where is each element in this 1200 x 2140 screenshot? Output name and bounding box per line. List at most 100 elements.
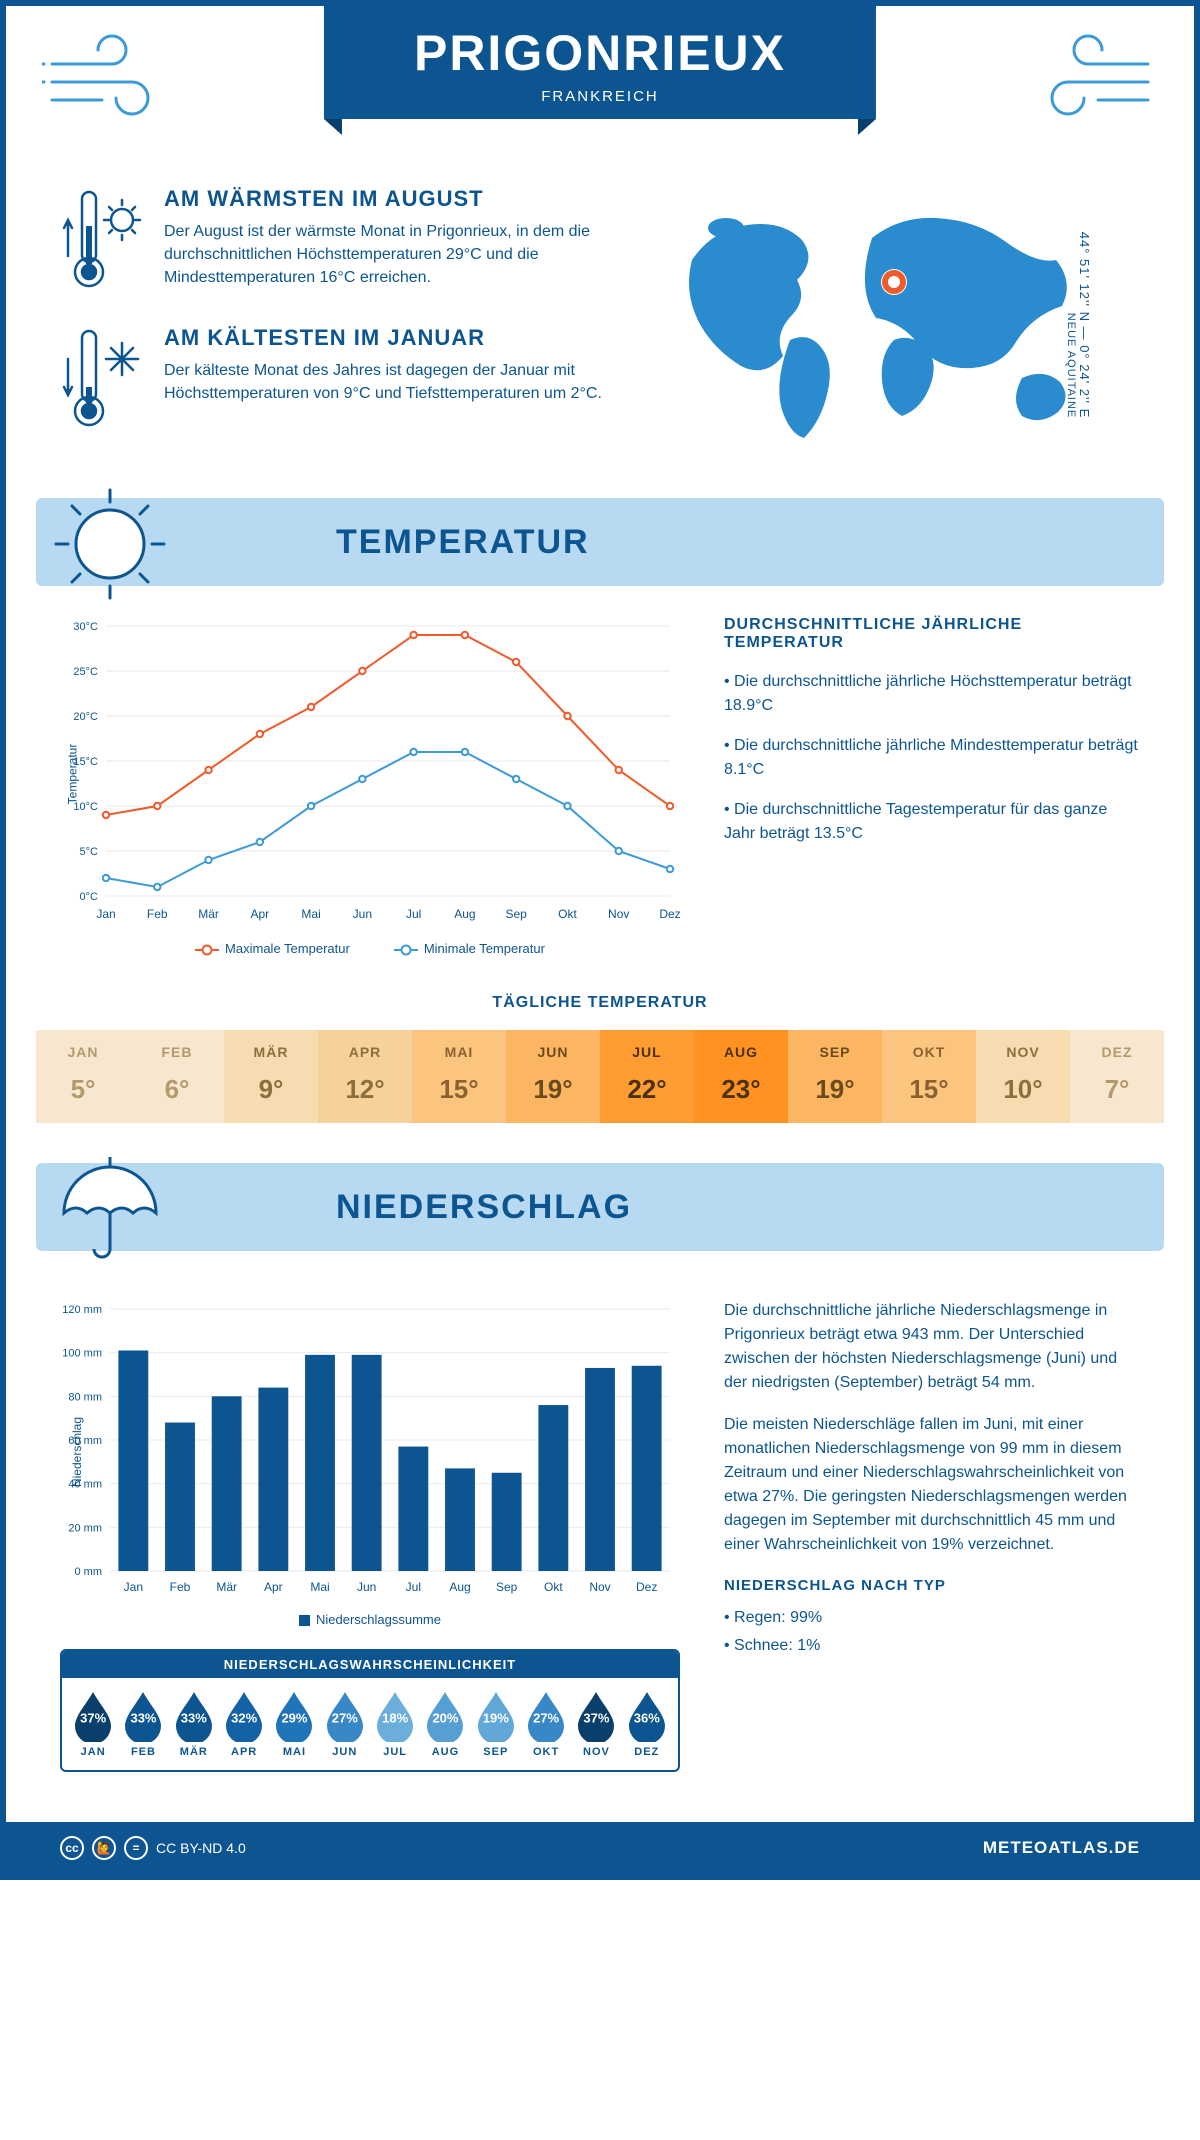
precipitation-probability-box: NIEDERSCHLAGSWAHRSCHEINLICHKEIT 37%JAN 3… <box>60 1649 680 1772</box>
coordinates: 44° 51' 12'' N — 0° 24' 2'' E NEUE AQUIT… <box>1065 232 1092 419</box>
svg-text:0°C: 0°C <box>80 891 99 903</box>
svg-text:Jan: Jan <box>96 907 115 921</box>
coldest-title: AM KÄLTESTEN IM JANUAR <box>164 325 605 351</box>
svg-text:Okt: Okt <box>544 1580 563 1594</box>
title-banner: PRIGONRIEUX FRANKREICH <box>324 6 876 119</box>
svg-text:Jul: Jul <box>406 907 421 921</box>
cc-icon: cc <box>60 1836 84 1860</box>
temperature-summary: DURCHSCHNITTLICHE JÄHRLICHE TEMPERATUR •… <box>724 616 1140 956</box>
svg-text:30°C: 30°C <box>73 621 98 633</box>
thermometer-hot-icon <box>60 186 144 301</box>
probability-cell: 19%SEP <box>473 1690 519 1758</box>
thermometer-cold-icon <box>60 325 144 440</box>
warmest-block: AM WÄRMSTEN IM AUGUST Der August ist der… <box>60 186 605 301</box>
svg-text:100 mm: 100 mm <box>62 1348 102 1360</box>
intro-section: AM WÄRMSTEN IM AUGUST Der August ist der… <box>6 166 1194 484</box>
drop-icon: 37% <box>574 1690 618 1742</box>
daily-temp-title: TÄGLICHE TEMPERATUR <box>6 994 1194 1012</box>
probability-cell: 32%APR <box>221 1690 267 1758</box>
svg-text:Mär: Mär <box>198 907 219 921</box>
svg-text:20 mm: 20 mm <box>68 1522 102 1534</box>
svg-text:5°C: 5°C <box>80 846 99 858</box>
probability-cell: 20%AUG <box>422 1690 468 1758</box>
daily-temp-cell: DEZ7° <box>1070 1030 1164 1123</box>
svg-text:Jun: Jun <box>353 907 372 921</box>
drop-icon: 33% <box>121 1690 165 1742</box>
daily-temp-cell: JAN5° <box>36 1030 130 1123</box>
sun-icon <box>50 484 170 609</box>
drop-icon: 18% <box>373 1690 417 1742</box>
svg-text:Sep: Sep <box>506 907 528 921</box>
drop-icon: 29% <box>272 1690 316 1742</box>
precipitation-legend: Niederschlagssumme <box>60 1612 680 1627</box>
daily-temp-cell: AUG23° <box>694 1030 788 1123</box>
svg-text:80 mm: 80 mm <box>68 1391 102 1403</box>
svg-text:Apr: Apr <box>250 907 269 921</box>
wind-icon <box>1028 34 1158 129</box>
svg-text:Feb: Feb <box>170 1580 191 1594</box>
svg-text:Okt: Okt <box>558 907 577 921</box>
svg-text:Dez: Dez <box>636 1580 657 1594</box>
daily-temp-cell: APR12° <box>318 1030 412 1123</box>
probability-cell: 27%JUN <box>322 1690 368 1758</box>
svg-text:25°C: 25°C <box>73 666 98 678</box>
page-title: PRIGONRIEUX <box>414 24 786 82</box>
probability-cell: 29%MAI <box>271 1690 317 1758</box>
probability-cell: 33%FEB <box>120 1690 166 1758</box>
temperature-title: TEMPERATUR <box>336 523 590 562</box>
precipitation-summary: Die durchschnittliche jährliche Niedersc… <box>724 1299 1140 1772</box>
daily-temp-cell: JUN19° <box>506 1030 600 1123</box>
temperature-line-chart: Temperatur 0°C5°C10°C15°C20°C25°C30°CJan… <box>60 616 680 956</box>
svg-text:Mai: Mai <box>310 1580 329 1594</box>
svg-text:Mär: Mär <box>216 1580 237 1594</box>
drop-icon: 27% <box>524 1690 568 1742</box>
wind-icon <box>42 34 172 129</box>
daily-temp-cell: MÄR9° <box>224 1030 318 1123</box>
probability-cell: 18%JUL <box>372 1690 418 1758</box>
probability-cell: 37%JAN <box>70 1690 116 1758</box>
drop-icon: 37% <box>71 1690 115 1742</box>
svg-text:0 mm: 0 mm <box>75 1566 103 1578</box>
probability-cell: 37%NOV <box>573 1690 619 1758</box>
svg-text:120 mm: 120 mm <box>62 1304 102 1316</box>
svg-text:Nov: Nov <box>589 1580 610 1594</box>
world-map: 44° 51' 12'' N — 0° 24' 2'' E NEUE AQUIT… <box>645 186 1140 464</box>
precipitation-section-header: NIEDERSCHLAG <box>36 1163 1164 1251</box>
by-icon: 🙋 <box>92 1836 116 1860</box>
precipitation-bar-chart: Niederschlag 0 mm20 mm40 mm60 mm80 mm100… <box>60 1299 680 1604</box>
daily-temp-cell: JUL22° <box>600 1030 694 1123</box>
header: PRIGONRIEUX FRANKREICH <box>6 6 1194 166</box>
umbrella-icon <box>50 1149 170 1274</box>
license: cc 🙋 = CC BY-ND 4.0 <box>60 1836 246 1860</box>
probability-cell: 33%MÄR <box>171 1690 217 1758</box>
svg-text:Jul: Jul <box>406 1580 421 1594</box>
page-subtitle: FRANKREICH <box>414 88 786 105</box>
svg-text:Aug: Aug <box>454 907 475 921</box>
drop-icon: 33% <box>172 1690 216 1742</box>
daily-temp-cell: SEP19° <box>788 1030 882 1123</box>
probability-cell: 36%DEZ <box>624 1690 670 1758</box>
precipitation-title: NIEDERSCHLAG <box>336 1188 632 1227</box>
coldest-text: Der kälteste Monat des Jahres ist dagege… <box>164 359 605 405</box>
warmest-title: AM WÄRMSTEN IM AUGUST <box>164 186 605 212</box>
svg-text:Jun: Jun <box>357 1580 376 1594</box>
daily-temp-cell: FEB6° <box>130 1030 224 1123</box>
svg-text:20°C: 20°C <box>73 711 98 723</box>
temperature-section-header: TEMPERATUR <box>36 498 1164 586</box>
svg-text:Dez: Dez <box>659 907 680 921</box>
svg-text:Feb: Feb <box>147 907 168 921</box>
probability-cell: 27%OKT <box>523 1690 569 1758</box>
temperature-legend: Maximale Temperatur Minimale Temperatur <box>60 941 680 956</box>
nd-icon: = <box>124 1836 148 1860</box>
drop-icon: 27% <box>323 1690 367 1742</box>
drop-icon: 32% <box>222 1690 266 1742</box>
daily-temp-cell: OKT15° <box>882 1030 976 1123</box>
daily-temp-cell: NOV10° <box>976 1030 1070 1123</box>
svg-text:Mai: Mai <box>301 907 320 921</box>
coldest-block: AM KÄLTESTEN IM JANUAR Der kälteste Mona… <box>60 325 605 440</box>
svg-text:Aug: Aug <box>449 1580 470 1594</box>
drop-icon: 36% <box>625 1690 669 1742</box>
daily-temp-cell: MAI15° <box>412 1030 506 1123</box>
drop-icon: 19% <box>474 1690 518 1742</box>
daily-temp-strip: JAN5°FEB6°MÄR9°APR12°MAI15°JUN19°JUL22°A… <box>36 1030 1164 1123</box>
